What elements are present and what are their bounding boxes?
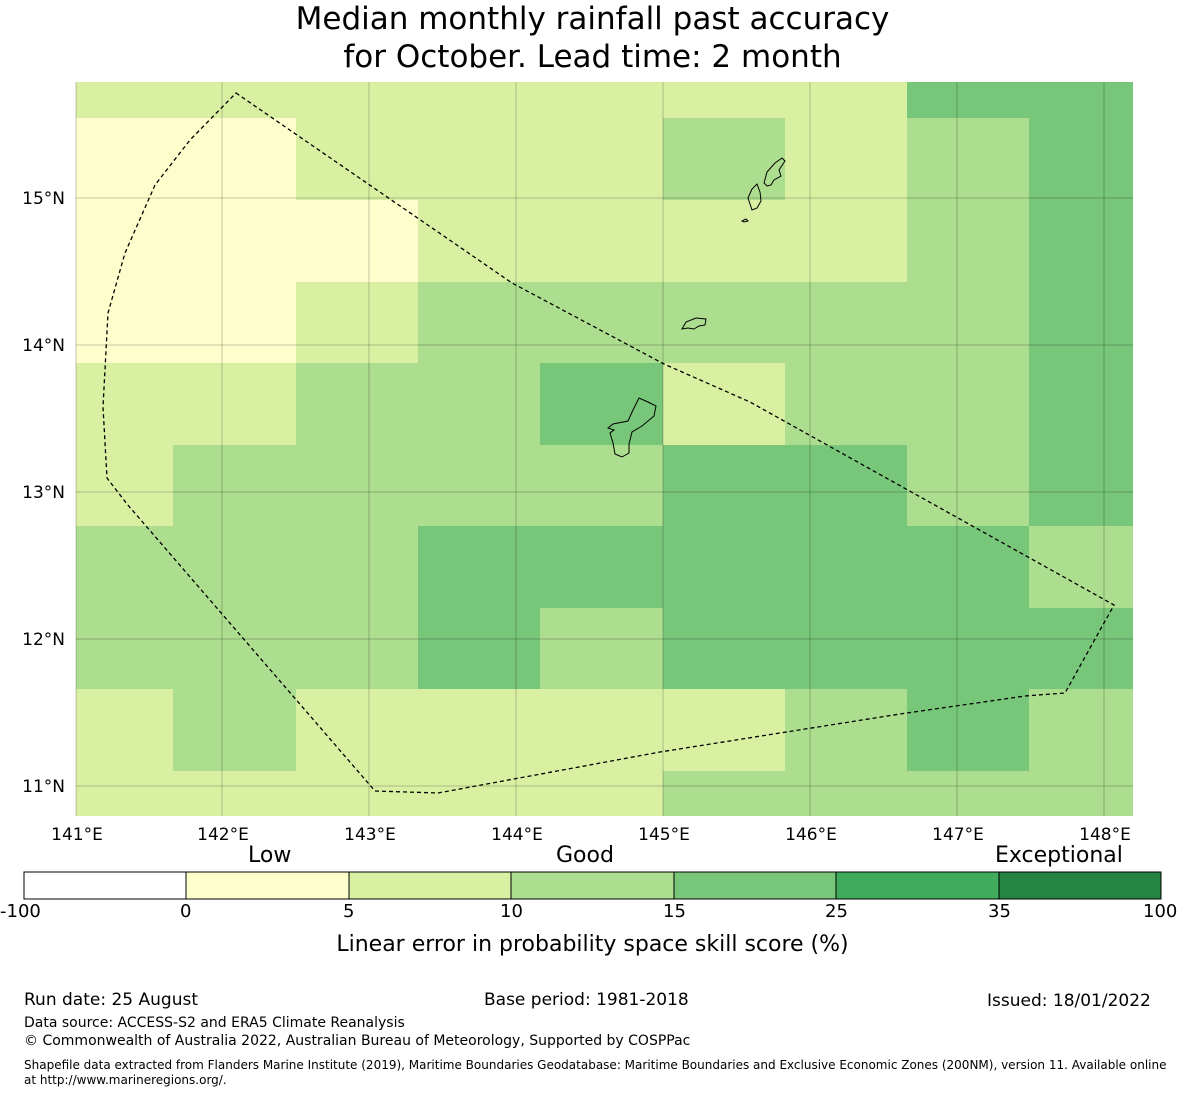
colorbar-swatch bbox=[835, 871, 1000, 900]
grid-cell bbox=[1029, 445, 1133, 526]
grid-cell bbox=[907, 689, 1029, 771]
tinian-island bbox=[747, 183, 762, 211]
grid-cell bbox=[663, 445, 907, 526]
grid-cell bbox=[76, 771, 663, 816]
grid-cell bbox=[907, 82, 1133, 118]
grid-cell bbox=[785, 689, 907, 771]
grid-cell bbox=[540, 608, 663, 689]
colorbar-category-exceptional: Exceptional bbox=[995, 843, 1123, 868]
lat-label: 15°N bbox=[22, 189, 65, 209]
colorbar-tick: 10 bbox=[500, 901, 523, 922]
issued-date: Issued: 18/01/2022 bbox=[987, 991, 1151, 1011]
colorbar-category-good: Good bbox=[556, 843, 614, 868]
colorbar bbox=[23, 871, 1162, 900]
grid-cell bbox=[540, 363, 663, 445]
shapefile-credit: Shapefile data extracted from Flanders M… bbox=[24, 1058, 1167, 1087]
grid-cell bbox=[418, 526, 1029, 608]
colorbar-label: Linear error in probability space skill … bbox=[336, 932, 849, 957]
grid-cell bbox=[907, 118, 1029, 200]
lon-label: 146°E bbox=[785, 825, 837, 845]
grid-cell bbox=[663, 608, 1133, 689]
lat-label: 13°N bbox=[22, 483, 65, 503]
grid-cell bbox=[785, 363, 1029, 445]
grid-cell bbox=[296, 689, 785, 771]
grid-cell bbox=[1029, 689, 1133, 771]
guam-island bbox=[606, 397, 657, 458]
grid-cell bbox=[296, 282, 418, 363]
lat-label: 14°N bbox=[22, 336, 65, 356]
grid-cell bbox=[663, 771, 1133, 816]
colorbar-tick: 0 bbox=[180, 901, 192, 922]
colorbar-tick: -100 bbox=[0, 901, 41, 922]
grid-cell bbox=[173, 689, 296, 771]
longitude-labels: 141°E 142°E 143°E 144°E 145°E 146°E 147°… bbox=[51, 825, 1131, 845]
grid-cell bbox=[76, 689, 173, 771]
grid-cell bbox=[663, 118, 785, 200]
grid-cell bbox=[76, 526, 418, 608]
islands bbox=[606, 157, 786, 458]
eez-boundary bbox=[102, 92, 1115, 794]
grid-cell bbox=[173, 445, 663, 526]
title-line-1: Median monthly rainfall past accuracy bbox=[295, 1, 890, 37]
lat-label: 11°N bbox=[22, 777, 65, 797]
grid-cell bbox=[1029, 282, 1133, 363]
saipan-island bbox=[763, 157, 786, 187]
grid-cell bbox=[76, 608, 418, 689]
lat-label: 12°N bbox=[22, 630, 65, 650]
lon-label: 147°E bbox=[932, 825, 984, 845]
grid-cell bbox=[907, 445, 1029, 526]
grid-cell bbox=[76, 118, 296, 200]
lon-label: 145°E bbox=[638, 825, 690, 845]
rota-island bbox=[681, 317, 707, 330]
grid-cell bbox=[76, 200, 418, 282]
colorbar-tick: 100 bbox=[1143, 901, 1178, 922]
lon-label: 148°E bbox=[1079, 825, 1131, 845]
colorbar-tick: 15 bbox=[663, 901, 686, 922]
colorbar-tick: 35 bbox=[988, 901, 1011, 922]
graticule bbox=[75, 82, 1133, 816]
lon-label: 144°E bbox=[491, 825, 543, 845]
data-source: Data source: ACCESS-S2 and ERA5 Climate … bbox=[24, 1015, 405, 1031]
grid-cell bbox=[663, 363, 785, 445]
grid-cell bbox=[785, 118, 907, 200]
grid-cell bbox=[76, 282, 296, 363]
lon-label: 141°E bbox=[51, 825, 103, 845]
colorbar-swatch bbox=[185, 871, 350, 900]
lon-label: 142°E bbox=[197, 825, 249, 845]
grid-cell bbox=[907, 200, 1029, 282]
grid-cell bbox=[1029, 118, 1133, 200]
colorbar-swatch bbox=[673, 871, 837, 900]
grid-cell bbox=[76, 82, 907, 118]
grid-cell bbox=[1029, 200, 1133, 282]
latitude-labels: 15°N 14°N 13°N 12°N 11°N bbox=[22, 189, 65, 797]
colorbar-swatch bbox=[998, 871, 1162, 900]
grid-cell bbox=[418, 608, 540, 689]
skill-grid bbox=[76, 82, 1133, 816]
colorbar-category-low: Low bbox=[248, 843, 292, 868]
colorbar-tick: 5 bbox=[343, 901, 355, 922]
colorbar-tick: 25 bbox=[825, 901, 848, 922]
title-line-2: for October. Lead time: 2 month bbox=[343, 39, 842, 75]
aguijan-island bbox=[740, 218, 749, 223]
grid-cell bbox=[76, 363, 296, 445]
grid-cell bbox=[296, 363, 540, 445]
lon-label: 143°E bbox=[344, 825, 396, 845]
grid-cell bbox=[418, 282, 1029, 363]
grid-cell bbox=[418, 200, 907, 282]
run-date: Run date: 25 August bbox=[24, 990, 198, 1010]
colorbar-swatch bbox=[348, 871, 512, 900]
colorbar-swatch bbox=[23, 871, 187, 900]
grid-cell bbox=[1029, 363, 1133, 445]
grid-cell bbox=[76, 445, 173, 526]
grid-cell bbox=[296, 118, 663, 200]
copyright-notice: © Commonwealth of Australia 2022, Austra… bbox=[24, 1033, 691, 1049]
base-period: Base period: 1981-2018 bbox=[484, 990, 689, 1010]
chart-title: Median monthly rainfall past accuracy fo… bbox=[0, 0, 1185, 76]
colorbar-swatch bbox=[510, 871, 675, 900]
